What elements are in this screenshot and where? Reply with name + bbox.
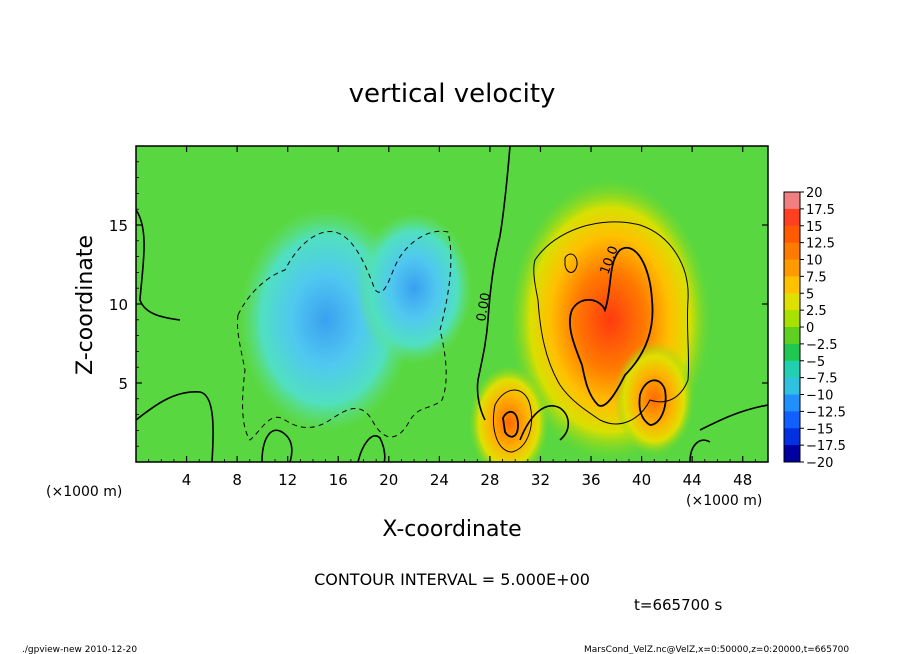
colorbar-label: 5 — [806, 287, 814, 302]
colorbar-swatch — [784, 428, 800, 446]
y-tick-label: 15 — [109, 217, 128, 235]
x-tick-label: 40 — [632, 471, 651, 489]
pos5-contour-small — [493, 389, 533, 453]
footer-left: ./gpview-new 2010-12-20 — [22, 645, 137, 654]
colorbar: 20 17.5 15 12.5 107.5 5 2.5 0 −2.5 −5 −7.5 −10−12.5… — [783, 186, 846, 471]
colorbar-swatch — [784, 225, 800, 244]
x-tick-label: 24 — [430, 471, 449, 489]
field-feature-3 — [614, 341, 695, 456]
colorbar-label: −7.5 — [806, 372, 838, 387]
x-tick-label: 28 — [480, 471, 499, 489]
contour-interval-text: CONTOUR INTERVAL = 5.000E+00 — [314, 570, 590, 589]
field-feature-1 — [356, 212, 473, 365]
colorbar-swatch — [784, 377, 800, 395]
colorbar-swatch — [784, 445, 800, 463]
colorbar-label: −2.5 — [806, 338, 838, 353]
x-tick-label: 20 — [379, 471, 398, 489]
neg5-contour — [237, 230, 452, 441]
field-layer — [239, 179, 710, 462]
colorbar-swatch — [784, 360, 800, 379]
plot-area: 10.0 0.00 — [136, 146, 768, 462]
colorbar-swatch — [784, 343, 800, 362]
x-tick-label: 8 — [232, 471, 242, 489]
colorbar-label: 15 — [806, 220, 823, 235]
pos10-contour-main — [569, 247, 654, 407]
pos5-contour-main — [533, 221, 690, 425]
colorbar-label: 0 — [806, 321, 814, 336]
x-tick-label: 32 — [531, 471, 550, 489]
contour-layer — [136, 146, 768, 462]
colorbar-swatch — [784, 394, 800, 412]
colorbar-swatch — [784, 293, 800, 311]
y-axis: 5 10 15 — [109, 161, 768, 447]
colorbar-swatch — [784, 259, 800, 277]
y-axis-label: Z-coordinate — [73, 235, 98, 375]
colorbar-label: 20 — [806, 186, 823, 201]
x-unit-right: (×1000 m) — [686, 493, 762, 509]
zero-contour-left — [136, 209, 386, 462]
colorbar-swatch — [784, 411, 800, 429]
colorbar-label: −20 — [806, 456, 833, 471]
x-tick-label: 44 — [683, 471, 702, 489]
contour-label-0: 0.00 — [474, 292, 494, 323]
colorbar-label: −17.5 — [806, 439, 846, 454]
x-axis-label: X-coordinate — [382, 517, 521, 542]
colorbar-swatch — [784, 208, 800, 227]
x-axis: 4 8 12 16 20 24 28 32 36 40 44 48 — [148, 146, 756, 489]
zero-contour-mid — [476, 146, 511, 421]
colorbar-swatch — [784, 327, 800, 345]
zero-contour-right — [519, 404, 768, 462]
footer-right: MarsCond_VelZ.nc@VelZ,x=0:50000,z=0:2000… — [584, 645, 849, 654]
y-tick-label: 10 — [109, 296, 128, 314]
chart-title: vertical velocity — [349, 79, 556, 109]
colorbar-swatch — [784, 310, 800, 328]
colorbar-label: −12.5 — [806, 405, 846, 420]
x-tick-label: 36 — [581, 471, 600, 489]
colorbar-swatch — [784, 242, 800, 260]
pos5-contour-blob — [564, 253, 578, 273]
colorbar-label: 17.5 — [806, 203, 835, 218]
colorbar-label: 7.5 — [806, 270, 827, 285]
x-unit-left: (×1000 m) — [46, 484, 122, 500]
pos10-contour-tiny — [502, 410, 519, 438]
x-tick-label: 4 — [182, 471, 192, 489]
colorbar-label: 12.5 — [806, 237, 835, 252]
colorbar-label: −10 — [806, 389, 833, 404]
x-tick-label: 16 — [329, 471, 348, 489]
colorbar-swatch — [784, 276, 800, 294]
x-tick-label: 12 — [278, 471, 297, 489]
y-tick-label: 5 — [118, 375, 128, 393]
time-text: t=665700 s — [634, 596, 722, 614]
colorbar-label: −5 — [806, 355, 825, 370]
colorbar-label: 2.5 — [806, 304, 827, 319]
pos10-contour-small — [638, 379, 667, 426]
field-feature-4 — [468, 365, 549, 462]
colorbar-label: −15 — [806, 422, 833, 437]
colorbar-label: 10 — [806, 254, 823, 269]
colorbar-swatch — [784, 192, 800, 210]
x-tick-label: 48 — [733, 471, 752, 489]
